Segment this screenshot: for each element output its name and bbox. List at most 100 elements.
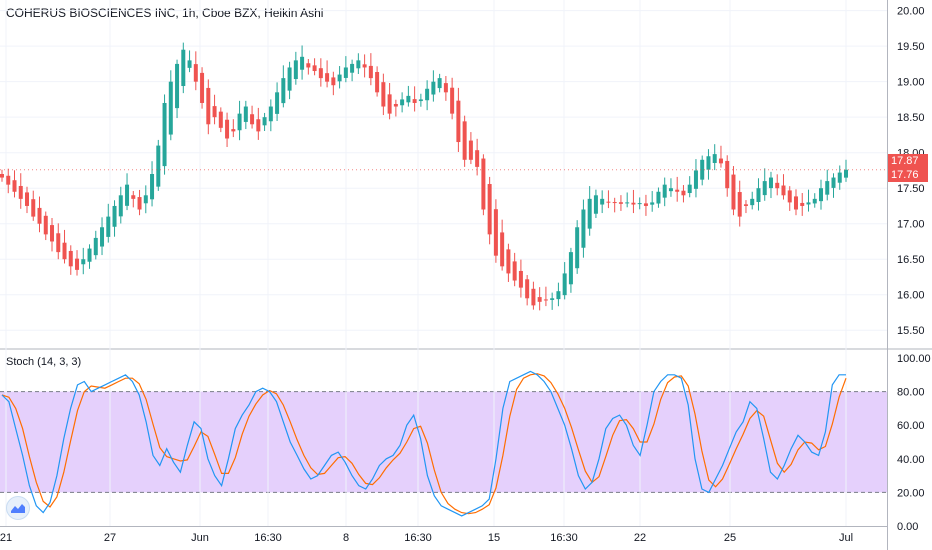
candle-body [718,158,723,164]
candle-body [631,202,636,205]
candle-body [150,174,155,200]
candle-body [168,81,173,135]
candle-body [250,114,255,125]
candle-body [218,111,223,128]
candle-body [75,258,80,270]
candle-body [637,203,642,205]
candle-body [375,72,380,93]
chart-title: COHERUS BIOSCIENCES INC, 1h, Cboe BZX, H… [6,6,324,20]
candle-body [600,198,605,205]
candle-body [381,82,386,107]
candle-body [393,103,398,107]
candle-body [181,49,186,87]
candle-body [50,225,55,242]
y-tick-label: 17.50 [897,183,925,195]
candle-body [712,154,717,163]
candle-body [531,288,536,306]
x-tick-label: 15 [488,532,500,544]
stoch-d-line [1,373,847,515]
candle-body [537,297,542,302]
candle-body [756,188,761,203]
y-tick-label: 19.50 [897,41,925,53]
candle-body [243,106,248,122]
candle-body [731,174,736,210]
candle-body [581,209,586,248]
candle-body [662,184,667,198]
stoch-y-tick-label: 100.00 [897,353,931,365]
x-tick-label: 25 [724,532,736,544]
candle-body [706,156,711,170]
candle-body [818,188,823,202]
candle-body [831,177,836,188]
candle-body [143,195,148,204]
candle-body [12,180,17,192]
y-tick-label: 20.00 [897,6,925,18]
candle-body [162,102,167,167]
stoch-title: Stoch (14, 3, 3) [6,356,82,368]
x-tick-label: 27 [104,532,116,544]
candle-body [643,203,648,206]
candle-body [343,67,348,78]
candle-body [781,185,786,196]
candle-body [543,299,548,301]
candle-body [25,192,30,206]
candle-body [762,181,767,196]
candle-body [337,74,342,82]
candle-body [844,169,848,178]
candle-body [625,202,630,204]
candle-body [106,216,111,237]
candle-body [262,117,267,126]
candle-body [281,78,286,104]
candle-body [612,202,617,204]
candle-body [212,106,217,118]
candle-body [575,227,580,269]
candle-body [506,249,511,274]
candle-body [475,150,480,167]
candle-body [468,140,473,160]
candle-body [462,121,467,160]
y-tick-label: 16.00 [897,290,925,302]
y-tick-label: 19.00 [897,77,925,89]
x-tick-label: 16:30 [404,532,432,544]
candle-body [368,65,373,79]
candle-body [650,202,655,205]
y-tick-label: 15.50 [897,325,925,337]
candle-body [418,99,423,102]
candle-body [193,64,198,82]
candle-body [656,191,661,204]
candle-body [137,197,142,210]
x-tick-label: Jun [191,532,209,544]
candle-body [237,113,242,131]
candle-body [68,250,73,267]
candle-body [837,172,842,183]
candle-body [437,78,442,89]
x-tick-label: 8 [343,532,349,544]
candle-body [743,204,748,206]
candle-body [618,202,623,204]
candle-body [175,63,180,109]
candle-body [825,181,830,195]
candle-body [606,201,611,203]
candle-body [87,248,92,262]
candle-body [400,99,405,106]
candle-body [693,170,698,189]
candle-body [225,119,230,139]
y-tick-label: 17.00 [897,219,925,231]
tradingview-logo-icon [6,496,30,520]
candle-body [593,195,598,214]
candle-body [93,237,98,256]
candle-body [231,129,236,132]
candle-body [387,94,392,114]
y-tick-label: 18.50 [897,112,925,124]
candle-body [256,119,261,132]
candle-body [131,195,136,199]
candle-body [31,199,36,217]
candle-body [556,291,561,300]
candle-body [775,182,780,189]
stoch-y-tick-label: 20.00 [897,487,925,499]
candle-body [687,184,692,194]
candle-body [56,233,61,253]
candle-body [112,205,117,227]
candle-body [450,87,455,114]
